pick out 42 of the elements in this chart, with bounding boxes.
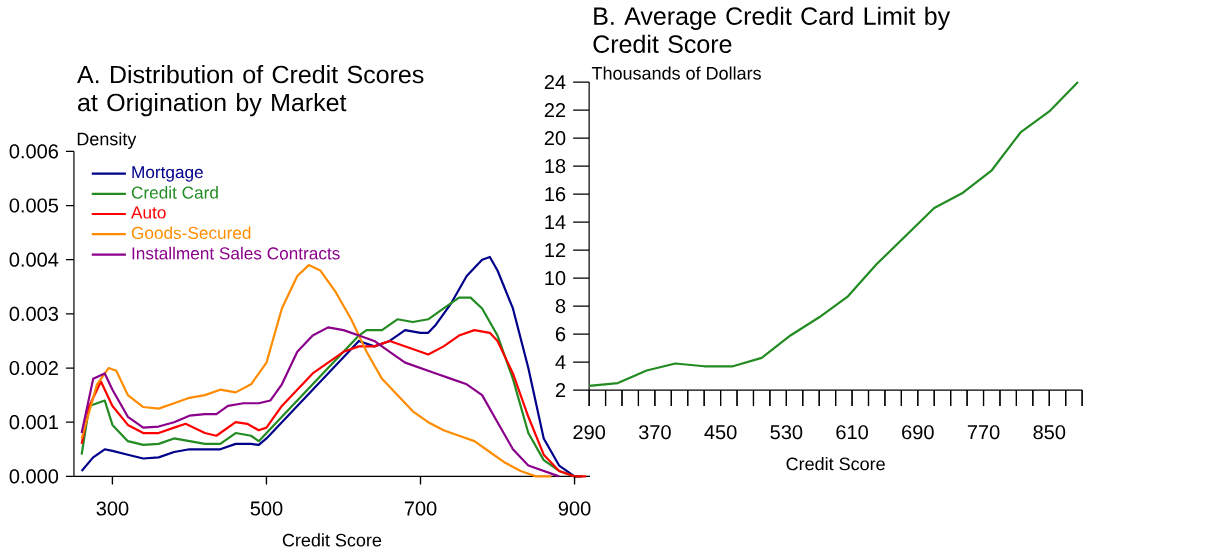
x-axis-title: Credit Score [786,456,885,471]
y-axis-title: Density [77,132,137,149]
legend-label: Auto [131,206,166,219]
y-tick-label: 0.005 [9,198,59,213]
y-tick-label: 16 [545,186,566,202]
chart-title: A. Distribution of Credit Scores at Origination by Market [77,64,424,117]
x-tick-label: 900 [558,501,591,516]
legend-label: Credit Card [131,186,218,199]
chart-title: B. Average Credit Card Limit by Credit Score [593,6,951,53]
legend-label: Mortgage [132,166,203,182]
y-tick-label: 2 [555,383,566,397]
x-axis-title: Credit Score [282,533,382,547]
y-tick-label: 0.006 [9,144,58,159]
y-axis-title: Thousands of Dollars [591,66,761,80]
y-tick-label: 14 [545,215,566,229]
legend-label: Installment Sales Contracts [132,246,340,260]
y-tick-label: 0.001 [9,415,58,430]
y-tick-label: 10 [545,270,566,286]
y-tick-label: 0.000 [9,469,59,484]
y-tick-label: 24 [544,75,566,89]
x-tick-label: 700 [404,501,437,516]
y-tick-label: 18 [545,158,566,174]
y-tick-label: 12 [545,243,566,257]
y-tick-label: 6 [555,326,566,342]
y-tick-label: 8 [555,298,566,314]
y-tick-label: 20 [544,130,566,146]
y-tick-label: 0.003 [9,306,58,321]
x-tick-label: 610 [836,425,868,440]
y-tick-label: 4 [555,355,566,369]
x-tick-label: 500 [250,501,283,516]
x-tick-label: 850 [1033,425,1066,440]
x-tick-label: 300 [96,501,129,516]
x-tick-label: 690 [902,425,934,440]
x-tick-label: 290 [573,425,606,440]
y-tick-label: 0.002 [9,360,58,376]
x-tick-label: 450 [704,425,737,440]
legend-label: Goods-Secured [131,226,251,239]
y-tick-label: 0.004 [9,252,59,267]
x-tick-label: 530 [770,425,803,440]
x-tick-label: 770 [967,425,1000,440]
x-tick-label: 370 [638,425,671,440]
y-tick-label: 22 [544,103,566,117]
